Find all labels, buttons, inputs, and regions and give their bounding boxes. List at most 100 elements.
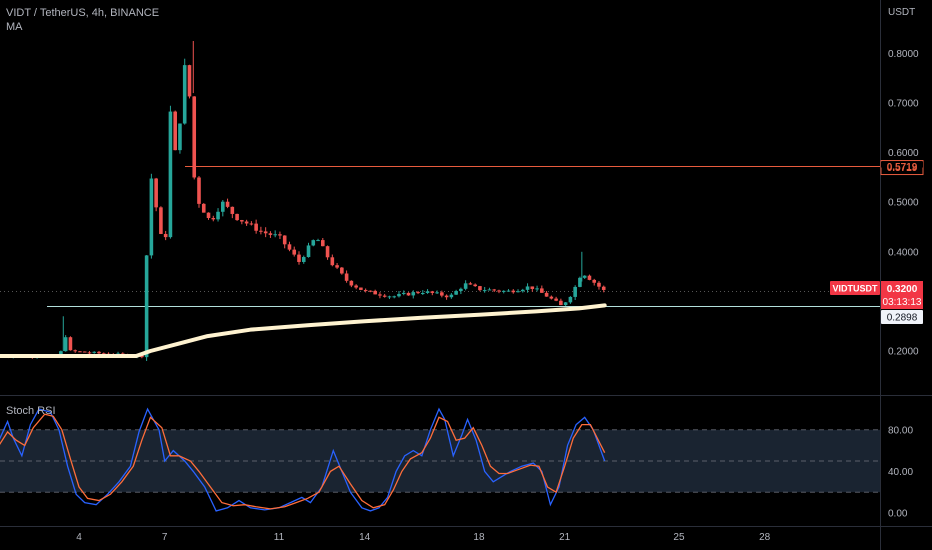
candle-body: [92, 351, 97, 353]
candle-body: [368, 290, 373, 292]
candle-body: [378, 294, 382, 296]
candle-body: [154, 178, 158, 208]
candle-body: [73, 350, 77, 352]
time-tick-label: 4: [76, 532, 82, 543]
symbol-badge-text: VIDTUSDT: [833, 284, 879, 294]
stoch-tick-label: 0.00: [888, 509, 908, 520]
chart-header: VIDT / TetherUS, 4h, BINANCE MA: [6, 7, 159, 33]
candle-body: [478, 286, 482, 291]
candle-body: [192, 96, 197, 178]
candle-body: [587, 275, 592, 280]
candle-body: [249, 223, 254, 225]
candle-body: [363, 289, 368, 291]
candle-body: [387, 296, 392, 298]
candle-body: [392, 296, 397, 298]
candle-body: [306, 245, 311, 258]
candle-body: [487, 289, 492, 291]
candle-body: [573, 286, 577, 297]
time-tick-label: 21: [559, 532, 571, 543]
price-tick-label: 0.6000: [888, 148, 919, 159]
candle-body: [544, 292, 549, 297]
candle-body: [592, 279, 597, 283]
candle-body: [244, 221, 249, 224]
candle-body: [278, 234, 282, 236]
price-tick-label: 0.8000: [888, 49, 919, 60]
candle-body: [149, 178, 154, 256]
last-price-label: 0.3200 03:13:13: [881, 281, 923, 309]
candle-body: [397, 293, 401, 297]
candle-body: [159, 207, 163, 234]
candle-body: [340, 267, 344, 274]
candle-body: [97, 351, 101, 354]
candle-body: [554, 298, 558, 301]
candle-body: [563, 302, 568, 306]
candles-group: [0, 58, 606, 361]
stoch-rsi-label[interactable]: Stoch RSI: [6, 405, 56, 417]
candle-body: [87, 352, 92, 354]
candle-body: [373, 290, 377, 295]
candle-body: [230, 206, 235, 214]
price-tick-label: 0.4000: [888, 247, 919, 258]
candle-body: [535, 288, 539, 290]
candle-body: [578, 277, 582, 287]
candle-body: [235, 213, 239, 221]
candle-body: [263, 231, 268, 234]
candle-body: [582, 275, 587, 278]
candle-body: [173, 111, 177, 151]
support-price-label: 0.2898: [881, 310, 923, 324]
candle-body: [101, 353, 106, 355]
last-price-text: 0.3200: [887, 284, 918, 295]
time-tick-label: 14: [359, 532, 371, 543]
candle-body: [216, 211, 220, 220]
last-price-bg: [881, 281, 923, 309]
stoch-tick-label: 40.00: [888, 467, 913, 478]
support-price-bg: [881, 310, 923, 324]
candle-body: [597, 282, 601, 287]
candle-body: [401, 292, 406, 294]
candle-body: [440, 292, 444, 296]
price-axis-unit: USDT: [888, 7, 916, 18]
candle-body: [187, 65, 192, 97]
candle-body: [287, 244, 292, 250]
candle-body: [168, 111, 173, 238]
candle-body: [463, 283, 468, 289]
price-tick-label: 0.5000: [888, 198, 919, 209]
candle-body: [511, 290, 516, 293]
candle-body: [273, 234, 277, 236]
support-price-text: 0.2898: [887, 313, 918, 324]
candle-body: [459, 288, 463, 292]
candle-body: [221, 201, 225, 212]
stoch-d-line: [0, 413, 606, 510]
candle-body: [416, 292, 420, 294]
candle-body: [206, 212, 211, 219]
candle-body: [259, 230, 263, 232]
candle-body: [425, 291, 430, 293]
candle-body: [506, 290, 511, 292]
candle-body: [492, 289, 497, 291]
symbol-badge-bg: [830, 281, 880, 295]
resistance-label-shade: [881, 161, 923, 168]
countdown-text: 03:13:13: [883, 297, 922, 308]
candle-body: [144, 255, 149, 358]
candle-body: [468, 283, 473, 285]
ma-indicator-label[interactable]: MA: [6, 21, 23, 33]
candle-body: [454, 291, 458, 295]
symbol-badge: VIDTUSDT: [830, 281, 880, 295]
symbol-title[interactable]: VIDT / TetherUS, 4h, BINANCE: [6, 7, 160, 19]
candle-body: [430, 291, 435, 293]
candle-body: [568, 296, 573, 303]
candle-body: [282, 235, 287, 245]
candle-body: [406, 292, 411, 296]
price-tick-label: 0.7000: [888, 99, 919, 110]
candle-body: [297, 254, 301, 262]
candle-body: [530, 286, 535, 289]
candle-body: [420, 292, 425, 294]
candle-body: [349, 280, 354, 286]
candle-body: [335, 265, 339, 268]
candle-body: [254, 223, 258, 231]
price-tick-label: 0.2000: [888, 347, 919, 358]
time-tick-label: 28: [759, 532, 771, 543]
candle-body: [68, 337, 73, 351]
candle-body: [473, 284, 477, 287]
